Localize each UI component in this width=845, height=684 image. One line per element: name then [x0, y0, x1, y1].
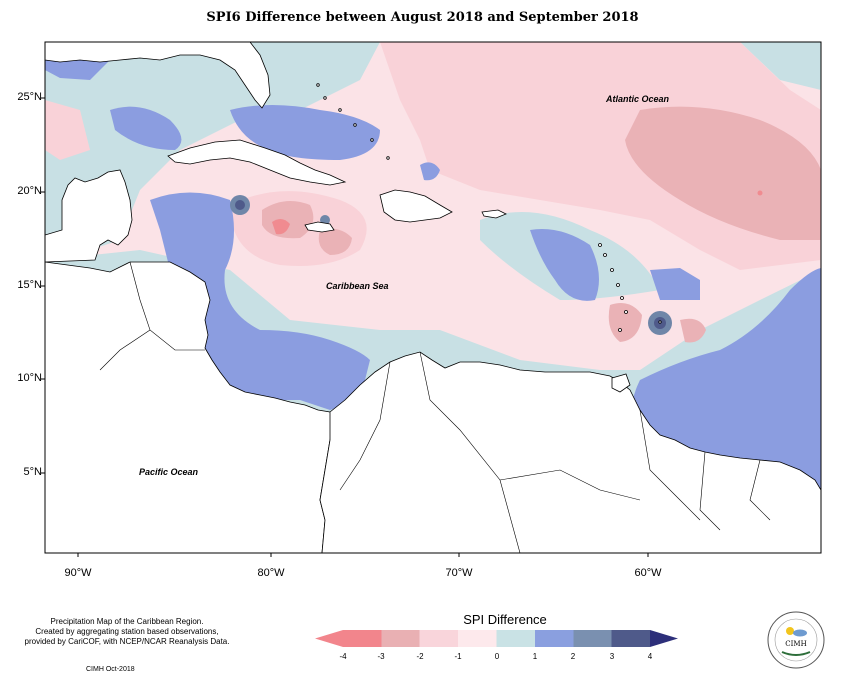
map-notes: Precipitation Map of the Caribbean Regio… — [12, 617, 242, 647]
lat-label-10n: 10°N — [17, 372, 42, 384]
legend-tick: -4 — [339, 652, 347, 661]
legend-title: SPI Difference — [463, 612, 547, 627]
lon-label-90w: 90°W — [64, 567, 92, 579]
legend-tick: 3 — [609, 652, 615, 661]
lat-label-5n: 5°N — [23, 466, 42, 478]
legend-tick: 1 — [532, 652, 538, 661]
credit-label: CIMH Oct-2018 — [86, 666, 135, 673]
note-line: Created by aggregating station based obs… — [35, 627, 219, 636]
legend-tick: -3 — [377, 652, 385, 661]
cloud-icon — [793, 629, 807, 637]
lat-label-25n: 25°N — [17, 91, 42, 103]
sun-icon — [786, 627, 794, 635]
note-line: provided by CariCOF, with NCEP/NCAR Rean… — [24, 637, 230, 646]
lat-label-20n: 20°N — [17, 185, 42, 197]
atlantic-ocean-label: Atlantic Ocean — [606, 94, 670, 104]
map-title: SPI6 Difference between August 2018 and … — [206, 10, 639, 25]
land-masses — [45, 42, 821, 553]
lon-label-60w: 60°W — [634, 567, 662, 579]
axis-ticks — [41, 97, 649, 557]
lon-label-80w: 80°W — [257, 567, 285, 579]
cimh-logo: CIMH — [767, 611, 825, 669]
borders — [99, 261, 771, 553]
legend-tick: 2 — [570, 652, 576, 661]
logo-text: CIMH — [785, 640, 806, 648]
note-line: Precipitation Map of the Caribbean Regio… — [50, 617, 204, 626]
legend-colorbar — [315, 630, 678, 647]
map-frame — [44, 41, 822, 554]
lat-label-15n: 15°N — [17, 279, 42, 291]
legend-tick: 0 — [494, 652, 500, 661]
lon-label-70w: 70°W — [445, 567, 473, 579]
legend-tick: 4 — [647, 652, 653, 661]
caribbean-sea-label: Caribbean Sea — [326, 281, 389, 291]
pacific-ocean-label: Pacific Ocean — [139, 467, 199, 477]
legend-tick: -1 — [454, 652, 462, 661]
legend-tick: -2 — [416, 652, 424, 661]
